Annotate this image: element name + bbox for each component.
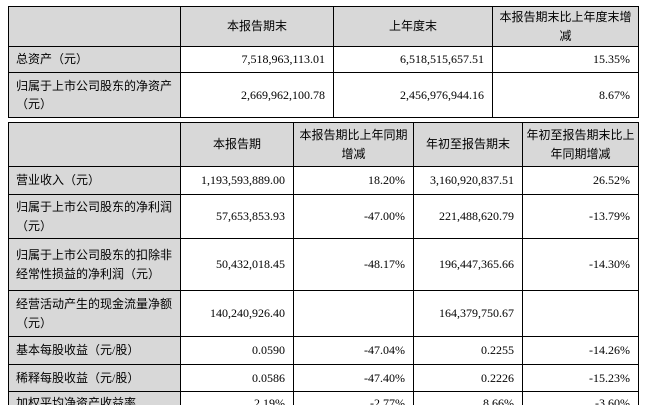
value-cell: 8.66% (413, 391, 523, 405)
row-label-cell: 营业收入（元） (8, 166, 181, 196)
value-cell: 50,432,018.45 (180, 238, 294, 292)
value-cell: 0.0590 (180, 336, 294, 366)
value-cell (522, 290, 639, 338)
value-cell: -47.00% (293, 194, 414, 240)
value-cell: 140,240,926.40 (180, 290, 294, 338)
table2-header-ytd-change: 年初至报告期末比上年同期增减 (522, 122, 639, 168)
row-label-cell: 归属于上市公司股东的净资产（元） (8, 72, 181, 119)
value-cell: 57,653,853.93 (180, 194, 294, 240)
value-cell: -14.30% (522, 238, 639, 292)
value-cell: 0.2226 (413, 364, 523, 393)
table-row-net-assets: 归属于上市公司股东的净资产（元） 2,669,962,100.78 2,456,… (8, 72, 639, 119)
value-cell: 6,518,515,657.51 (333, 46, 493, 74)
value-cell: -15.23% (522, 364, 639, 393)
table2-header-ytd: 年初至报告期末 (413, 122, 523, 168)
value-cell: 8.67% (492, 72, 639, 119)
row-label-cell: 稀释每股收益（元/股） (8, 364, 181, 393)
table2-header-row: 本报告期 本报告期比上年同期增减 年初至报告期末 年初至报告期末比上年同期增减 (8, 122, 639, 168)
table-row-net-profit: 归属于上市公司股东的净利润（元） 57,653,853.93 -47.00% 2… (8, 194, 639, 240)
table1-header-current-period-end: 本报告期末 (180, 5, 334, 48)
value-cell: 3,160,920,837.51 (413, 166, 523, 196)
value-cell: -14.26% (522, 336, 639, 366)
table1-header-prior-year-end: 上年度末 (333, 5, 493, 48)
value-cell: 2,456,976,944.16 (333, 72, 493, 119)
table1-corner-cell (8, 5, 181, 48)
value-cell: 2,669,962,100.78 (180, 72, 334, 119)
period-end-summary-table: 本报告期末 上年度末 本报告期末比上年度末增减 总资产（元） 7,518,963… (8, 5, 639, 119)
value-cell: 18.20% (293, 166, 414, 196)
row-label-cell: 归属于上市公司股东的扣除非经常性损益的净利润（元） (8, 238, 181, 292)
table1-header-change: 本报告期末比上年度末增减 (492, 5, 639, 48)
value-cell: -2.77% (293, 391, 414, 405)
value-cell: 15.35% (492, 46, 639, 74)
value-cell: 196,447,365.66 (413, 238, 523, 292)
value-cell: -47.40% (293, 364, 414, 393)
value-cell: 7,518,963,113.01 (180, 46, 334, 74)
value-cell: 1,193,593,889.00 (180, 166, 294, 196)
value-cell: 164,379,750.67 (413, 290, 523, 338)
table2-header-current-period: 本报告期 (180, 122, 294, 168)
table2-corner-cell (8, 122, 181, 168)
table-row-weighted-avg-roe: 加权平均净资产收益率 2.19% -2.77% 8.66% -3.60% (8, 391, 639, 405)
table-row-net-profit-excl-nonrecurring: 归属于上市公司股东的扣除非经常性损益的净利润（元） 50,432,018.45 … (8, 238, 639, 292)
table-row-basic-eps: 基本每股收益（元/股） 0.0590 -47.04% 0.2255 -14.26… (8, 336, 639, 366)
row-label-cell: 经营活动产生的现金流量净额（元） (8, 290, 181, 338)
value-cell: 221,488,620.79 (413, 194, 523, 240)
value-cell: 2.19% (180, 391, 294, 405)
value-cell: 26.52% (522, 166, 639, 196)
row-label-cell: 加权平均净资产收益率 (8, 391, 181, 405)
table-row-operating-cash-flow: 经营活动产生的现金流量净额（元） 140,240,926.40 164,379,… (8, 290, 639, 338)
value-cell: -13.79% (522, 194, 639, 240)
table-row-operating-revenue: 营业收入（元） 1,193,593,889.00 18.20% 3,160,92… (8, 166, 639, 196)
value-cell: 0.2255 (413, 336, 523, 366)
table-row-diluted-eps: 稀释每股收益（元/股） 0.0586 -47.40% 0.2226 -15.23… (8, 364, 639, 393)
row-label-cell: 基本每股收益（元/股） (8, 336, 181, 366)
table2-header-yoy-change: 本报告期比上年同期增减 (293, 122, 414, 168)
reporting-period-results-table: 本报告期 本报告期比上年同期增减 年初至报告期末 年初至报告期末比上年同期增减 … (8, 122, 639, 405)
table-row-total-assets: 总资产（元） 7,518,963,113.01 6,518,515,657.51… (8, 46, 639, 74)
value-cell: -47.04% (293, 336, 414, 366)
value-cell: -3.60% (522, 391, 639, 405)
table1-header-row: 本报告期末 上年度末 本报告期末比上年度末增减 (8, 5, 639, 48)
value-cell: -48.17% (293, 238, 414, 292)
row-label-cell: 归属于上市公司股东的净利润（元） (8, 194, 181, 240)
value-cell (293, 290, 414, 338)
value-cell: 0.0586 (180, 364, 294, 393)
row-label-cell: 总资产（元） (8, 46, 181, 74)
